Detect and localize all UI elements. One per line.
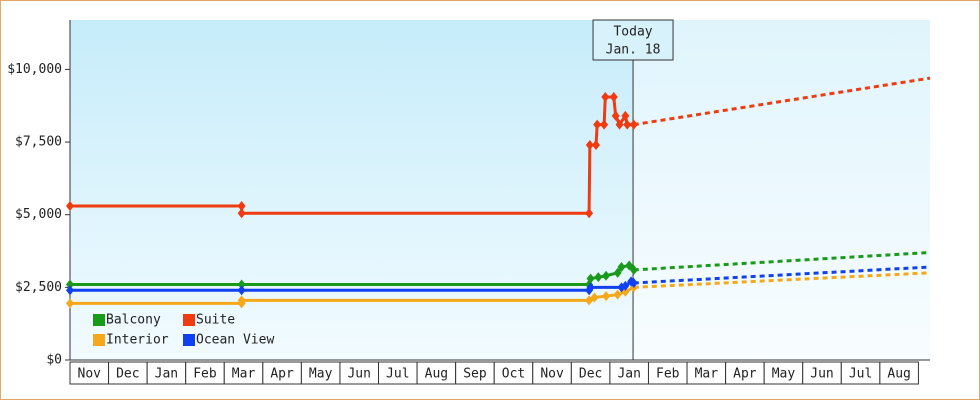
point xyxy=(615,119,624,130)
point xyxy=(585,139,594,150)
point xyxy=(621,280,630,291)
point xyxy=(629,119,638,130)
x-tick-label: Jul xyxy=(386,367,409,382)
point xyxy=(585,208,594,219)
point xyxy=(66,200,74,211)
y-tick-label: $10,000 xyxy=(7,62,62,77)
x-tick-label: Jun xyxy=(347,367,370,382)
point xyxy=(602,270,611,281)
point xyxy=(237,200,246,211)
x-tick-label: Jan xyxy=(617,367,640,382)
today-label: Jan. 18 xyxy=(606,43,661,58)
point xyxy=(594,272,603,283)
point xyxy=(237,279,246,290)
x-tick-label: Jun xyxy=(810,367,833,382)
point xyxy=(611,110,620,121)
legend-label: Ocean View xyxy=(196,333,274,348)
point xyxy=(602,291,611,302)
x-tick-label: Jan xyxy=(155,367,178,382)
point xyxy=(237,285,246,296)
projection-line xyxy=(633,250,931,272)
x-tick-label: May xyxy=(309,367,333,382)
point xyxy=(609,92,618,103)
legend-swatch xyxy=(93,334,105,346)
y-tick-label: $5,000 xyxy=(15,207,62,222)
point xyxy=(593,119,602,130)
x-tick-label: Apr xyxy=(733,367,757,382)
x-tick-label: Aug xyxy=(425,367,448,382)
projection-line xyxy=(633,271,931,289)
point xyxy=(592,139,601,150)
x-tick-label: Jul xyxy=(849,367,872,382)
point xyxy=(237,295,246,306)
point xyxy=(66,279,74,290)
point xyxy=(590,292,599,303)
point xyxy=(601,92,610,103)
legend-swatch xyxy=(183,314,195,326)
point xyxy=(629,277,638,288)
x-tick-label: Apr xyxy=(270,367,294,382)
point xyxy=(600,119,609,130)
point xyxy=(623,119,632,130)
legend-label: Balcony xyxy=(106,313,161,328)
y-tick-label: $2,500 xyxy=(15,280,62,295)
legend-swatch xyxy=(183,334,195,346)
x-tick-label: Sep xyxy=(463,367,487,382)
x-tick-label: Dec xyxy=(579,367,602,382)
point xyxy=(66,298,74,309)
legend-swatch xyxy=(93,314,105,326)
today-box xyxy=(592,19,674,61)
point xyxy=(629,264,638,275)
point xyxy=(613,289,622,300)
x-tick-label: Feb xyxy=(656,367,680,382)
x-tick-label: May xyxy=(772,367,796,382)
today-label: Today xyxy=(613,25,652,40)
x-tick-label: Nov xyxy=(78,367,102,382)
legend-label: Suite xyxy=(196,313,235,328)
legend-label: Interior xyxy=(106,333,169,348)
x-tick-label: Nov xyxy=(540,367,564,382)
point xyxy=(237,208,246,219)
y-tick-label: $7,500 xyxy=(15,135,62,150)
point xyxy=(586,282,595,293)
point xyxy=(617,262,626,273)
x-tick-label: Aug xyxy=(887,367,910,382)
x-tick-label: Mar xyxy=(232,367,256,382)
x-tick-label: Oct xyxy=(502,367,525,382)
series-line xyxy=(70,263,635,286)
point xyxy=(621,110,630,121)
future-area xyxy=(633,20,930,360)
projection-line xyxy=(633,265,931,285)
y-tick-label: $0 xyxy=(46,353,62,368)
x-tick-label: Feb xyxy=(193,367,217,382)
point xyxy=(586,273,595,284)
month-box xyxy=(879,361,919,385)
x-tick-label: Mar xyxy=(695,367,719,382)
point xyxy=(625,260,634,271)
projection-line xyxy=(633,76,931,127)
x-tick-label: Dec xyxy=(116,367,139,382)
point xyxy=(66,285,74,296)
point xyxy=(613,267,622,278)
